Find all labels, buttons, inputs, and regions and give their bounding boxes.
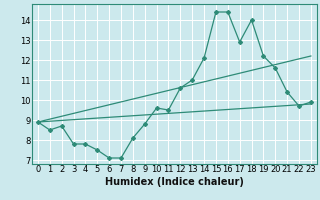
X-axis label: Humidex (Indice chaleur): Humidex (Indice chaleur) <box>105 177 244 187</box>
